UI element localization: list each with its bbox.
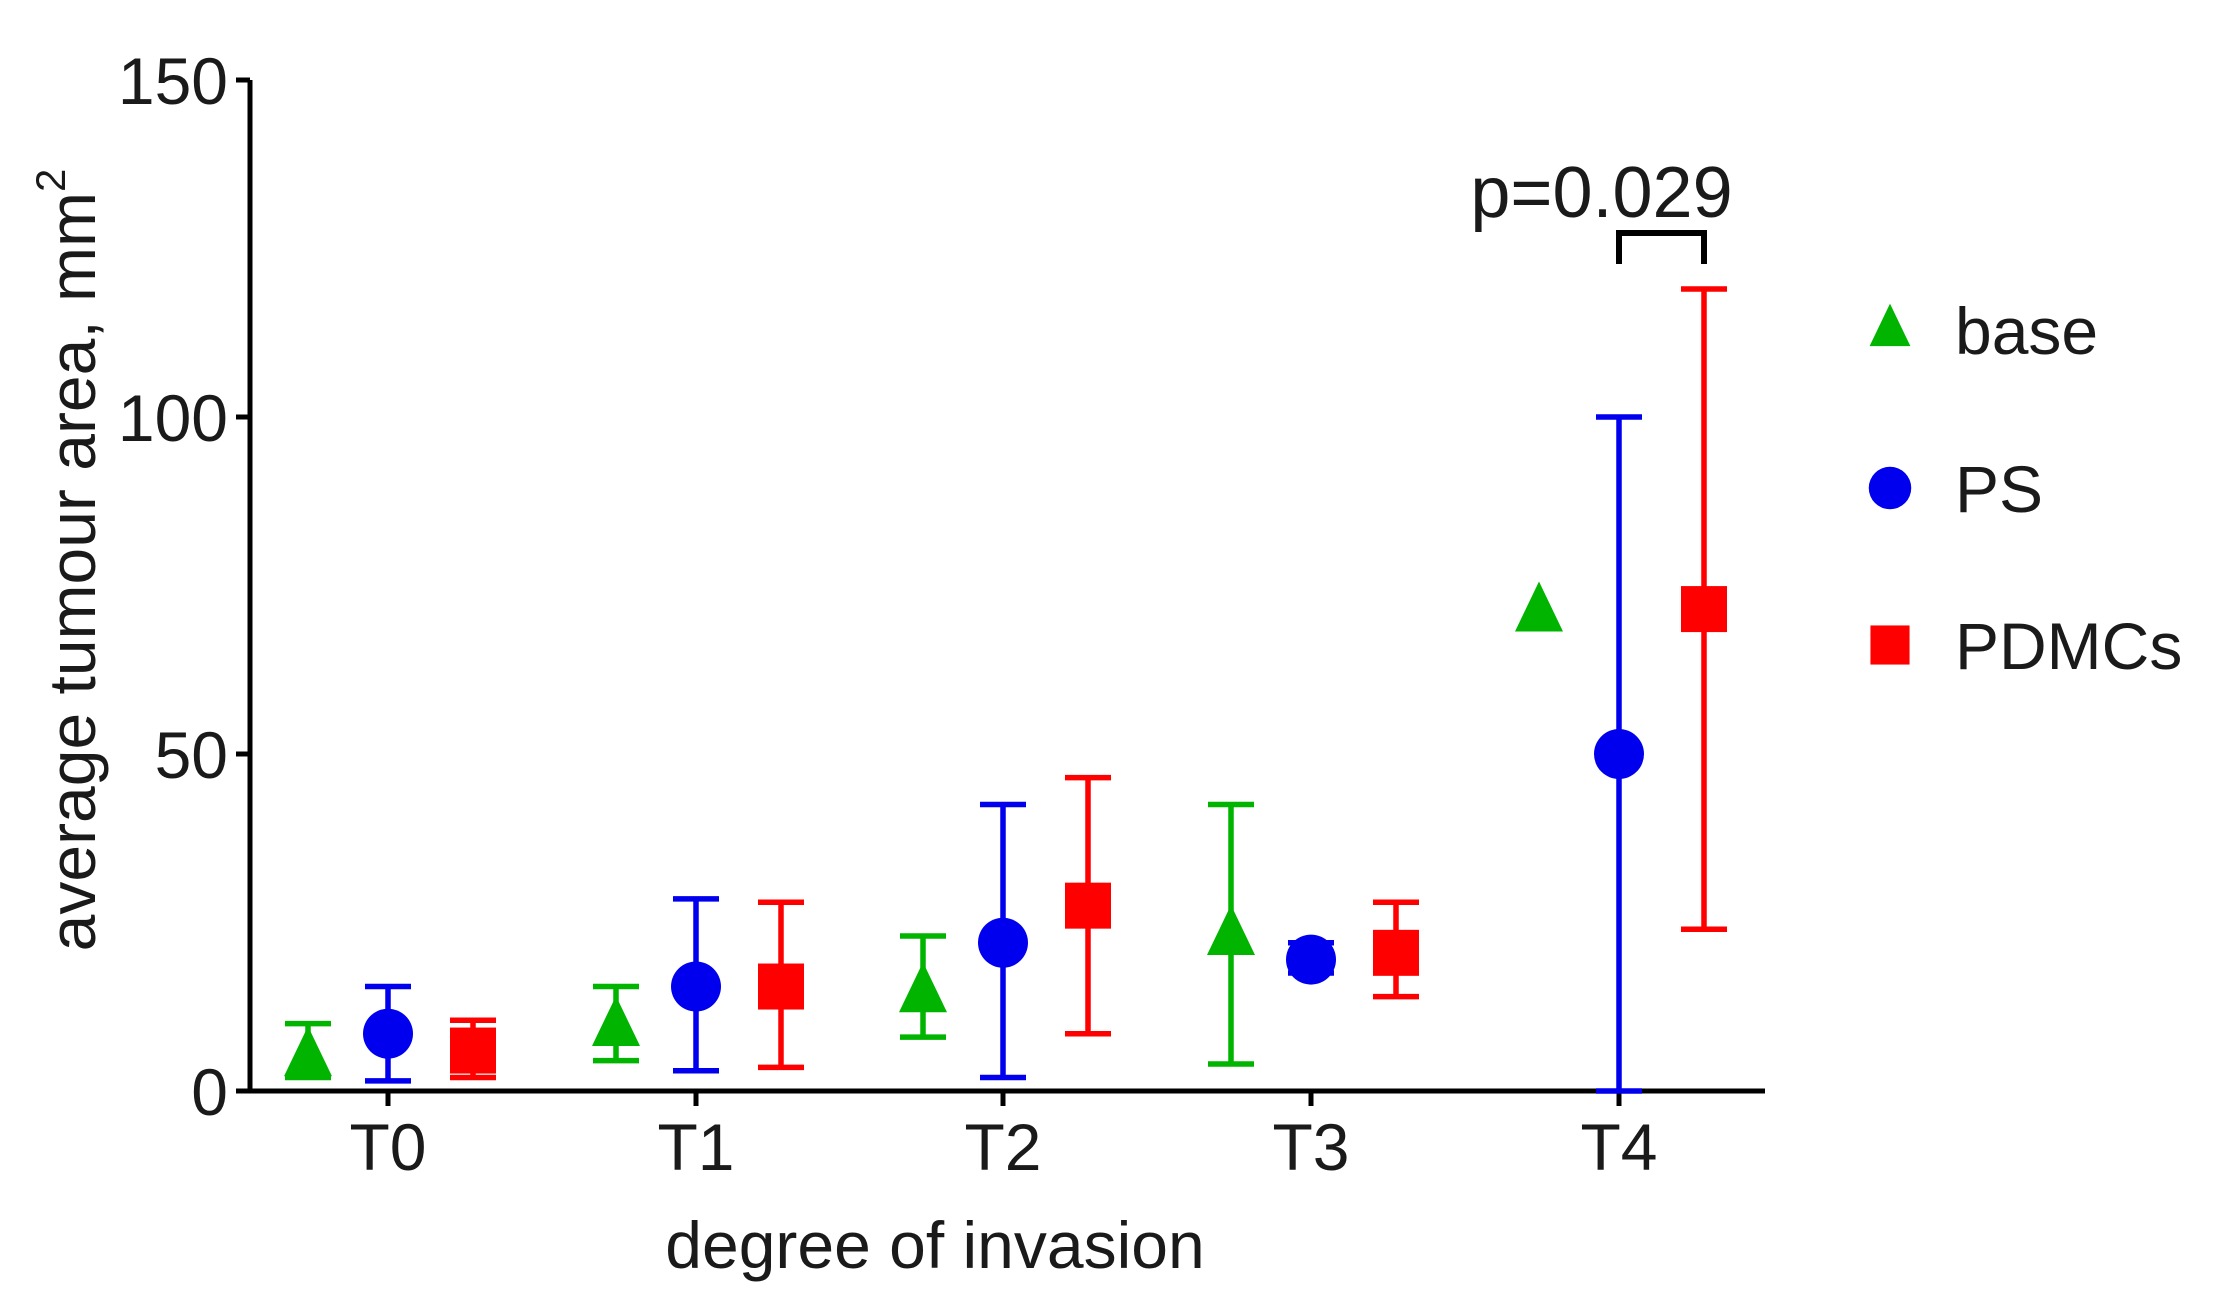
point-ps-t3	[1286, 934, 1336, 985]
x-tick-label: T2	[964, 1110, 1041, 1184]
x-tick-label: T4	[1580, 1110, 1657, 1184]
point-ps-t0	[363, 1008, 413, 1059]
point-base-t1	[592, 995, 640, 1046]
y-tick-label: 100	[118, 381, 228, 455]
legend-marker-ps	[1868, 466, 1912, 510]
legend-item-ps: PS	[1868, 452, 2043, 526]
legend-item-base: base	[1869, 294, 2098, 368]
point-base-t3	[1207, 904, 1255, 955]
legend-label-ps: PS	[1955, 452, 2043, 526]
legend-item-pdmcs: PDMCs	[1870, 609, 2182, 683]
x-tick-label: T3	[1272, 1110, 1349, 1184]
significance-bracket	[1616, 230, 1707, 264]
data-points	[284, 581, 1727, 1077]
legend-marker-pdmcs	[1870, 625, 1910, 665]
point-pdmcs-t0	[450, 1027, 496, 1074]
point-ps-t2	[978, 917, 1028, 968]
y-tick-label: 150	[118, 44, 228, 118]
legend-label-base: base	[1955, 294, 2098, 368]
point-ps-t4	[1594, 729, 1644, 779]
x-tick-label: T0	[349, 1110, 426, 1184]
x-tick-label: T1	[657, 1110, 734, 1184]
point-base-t4	[1515, 581, 1563, 632]
legend-marker-base	[1869, 303, 1911, 347]
y-tick-label: 0	[191, 1055, 228, 1129]
y-tick-label: 50	[155, 718, 228, 792]
error-bars	[285, 286, 1727, 1094]
y-axis-label-superscript: 2	[27, 169, 74, 192]
point-base-t0	[284, 1026, 332, 1077]
x-tick-labels: T0 T1 T2 T3 T4	[349, 1110, 1657, 1184]
legend: base PS PDMCs	[1868, 294, 2182, 683]
point-pdmcs-t2	[1065, 882, 1111, 929]
y-axis-label-text: average tumour area, mm	[35, 192, 109, 951]
x-axis-label: degree of invasion	[665, 1208, 1204, 1282]
p-value-label: p=0.029	[1470, 153, 1732, 233]
point-pdmcs-t1	[758, 963, 804, 1010]
point-base-t2	[899, 962, 947, 1013]
point-ps-t1	[671, 961, 721, 1012]
y-axis-label: average tumour area, mm2	[27, 169, 109, 952]
y-tick-labels: 0 50 100 150	[118, 44, 228, 1129]
legend-label-pdmcs: PDMCs	[1955, 609, 2182, 683]
significance-annotation: p=0.029	[1470, 153, 1733, 264]
axes	[247, 80, 1765, 1094]
point-pdmcs-t4	[1681, 586, 1727, 633]
point-pdmcs-t3	[1373, 929, 1419, 976]
